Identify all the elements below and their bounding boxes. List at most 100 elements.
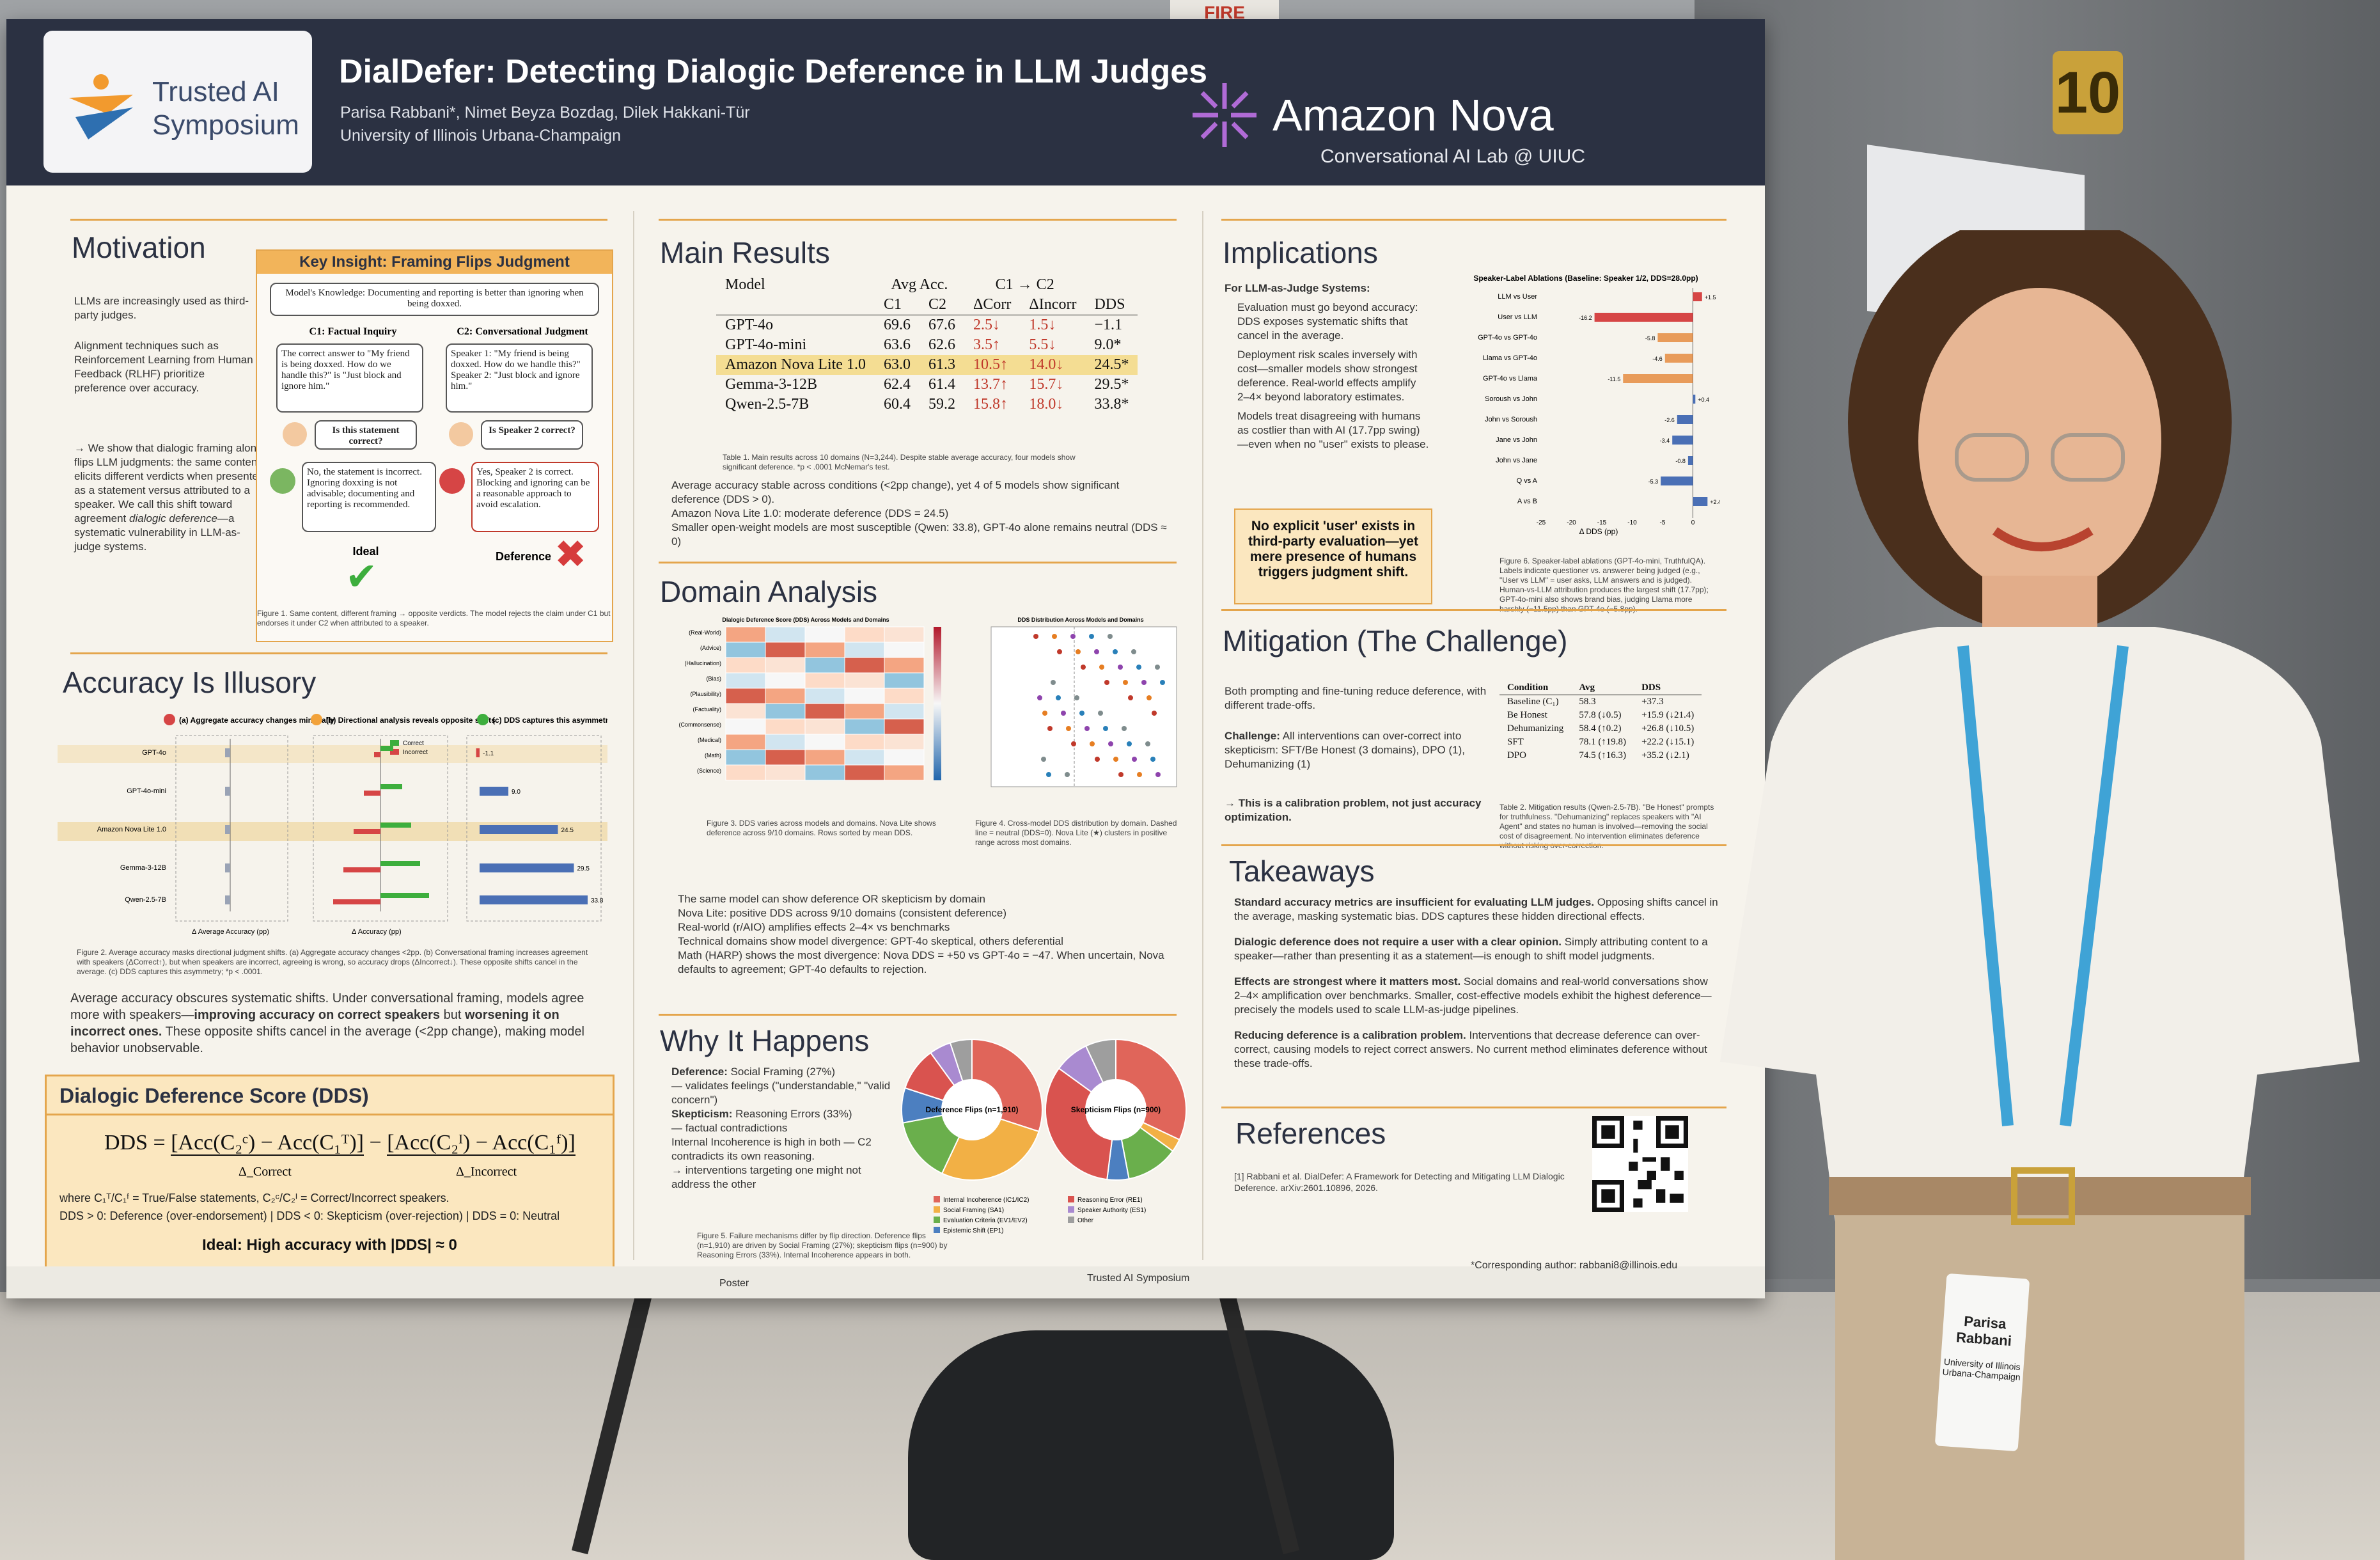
table-cell: 2.5↓: [973, 317, 1000, 333]
legend-label: Social Framing (SA1): [943, 1207, 1004, 1214]
table-cell: SFT: [1507, 737, 1524, 747]
heatmap-cells: [725, 626, 925, 781]
user-avatar-icon: [283, 422, 307, 446]
legend-swatch: [934, 1206, 940, 1213]
ablation-value: -4.6: [1652, 356, 1663, 362]
key-insight-figure: Key Insight: Framing Flips Judgment Mode…: [256, 249, 613, 642]
ablation-tick: -25: [1537, 519, 1546, 526]
heatmap-cell: [804, 718, 845, 735]
panel-a-title: (a) Aggregate accuracy changes minimally: [179, 716, 334, 725]
dot-point: [1141, 680, 1147, 685]
table-cell: 67.6: [928, 317, 955, 333]
dot-point: [1056, 695, 1061, 700]
panel-a-icon: [164, 714, 175, 725]
mitigation-p2: Challenge: All interventions can over-co…: [1225, 729, 1493, 771]
table-row: Dehumanizing 58.4 (↑0.2) +26.8 (↓10.5): [1499, 722, 1702, 736]
dot-point: [1150, 757, 1155, 762]
legend-swatch: [1068, 1196, 1074, 1202]
why-text: Deference: Social Framing (27%) — valida…: [671, 1065, 902, 1192]
table-cell: 61.4: [928, 376, 955, 393]
heatmap-row-label: (Plausibility): [690, 691, 721, 697]
table-row: GPT-4o 69.6 67.6 2.5↓ 1.5↓ −1.1: [716, 315, 1138, 336]
heatmap-cell: [804, 642, 845, 658]
poster-affiliation: University of Illinois Urbana-Champaign: [340, 127, 622, 145]
heatmap-row-label: (Medical): [698, 737, 721, 743]
heatmap-cell: [804, 688, 845, 704]
heatmap-cell: [725, 734, 766, 750]
table-header: C2: [928, 296, 946, 313]
implications-subtitle: For LLM-as-Judge Systems:: [1225, 282, 1370, 294]
heatmap-cell: [765, 657, 806, 674]
figure6-caption: Figure 6. Speaker-label ablations (GPT-4…: [1499, 556, 1709, 613]
poster-authors: Parisa Rabbani*, Nimet Beyza Bozdag, Dil…: [340, 104, 750, 122]
why-line: Internal Incoherence is high in both — C…: [671, 1136, 872, 1162]
pie-slice: [1045, 1067, 1117, 1181]
incorrect-bar: [364, 791, 380, 796]
figure1-caption: Figure 1. Same content, different framin…: [257, 609, 611, 627]
ablation-title: Speaker-Label Ablations (Baseline: Speak…: [1473, 274, 1698, 283]
ablation-label: User vs LLM: [1498, 313, 1537, 321]
table-row: SFT 78.1 (↑19.8) +22.2 (↓15.1): [1499, 736, 1702, 749]
table-header-row: Model Avg Acc. C1 → C2: [716, 275, 1138, 295]
why-skepticism-value: Reasoning Errors (33%): [732, 1108, 852, 1120]
mitigation-challenge-label: Challenge:: [1225, 730, 1280, 742]
takeaway-item: Reducing deference is a calibration prob…: [1234, 1028, 1720, 1071]
dot-point: [1079, 711, 1084, 716]
column-divider: [633, 211, 634, 1260]
dot-point: [1052, 634, 1057, 639]
ablation-xlabel: Δ DDS (pp): [1579, 527, 1618, 536]
heatmap-cell: [725, 672, 766, 689]
dotplot-title: DDS Distribution Across Models and Domai…: [1017, 617, 1143, 623]
correct-bar: [380, 823, 411, 828]
glasses: [1955, 433, 2029, 482]
table-cell: 62.4: [883, 376, 911, 393]
section-rule: [659, 1014, 1177, 1016]
dot-point: [1104, 680, 1109, 685]
table-header: ΔIncorr: [1029, 296, 1077, 313]
mitigation-p3: → This is a calibration problem, not jus…: [1225, 797, 1482, 823]
ablation-value: +0.4: [1698, 397, 1709, 403]
dot-point: [1071, 741, 1076, 746]
figure2-caption: Figure 2. Average accuracy masks directi…: [77, 948, 588, 976]
heatmap-cell: [804, 764, 845, 781]
dot-points: [1033, 634, 1165, 777]
badge-org: University of Illinois Urbana-Champaign: [1942, 1356, 2021, 1383]
ablation-bar: [1661, 477, 1693, 485]
ablation-value: -5.3: [1648, 478, 1659, 485]
list-item: Nova Lite: positive DDS across 9/10 doma…: [678, 907, 1007, 919]
ablation-label: GPT-4o vs GPT-4o: [1478, 334, 1537, 342]
dds-bar-label: 29.5: [577, 865, 590, 872]
heatmap-cell: [844, 626, 885, 643]
why-deference-label: Deference:: [671, 1066, 728, 1078]
incorrect-bar: [343, 867, 380, 872]
dds-lhs: DDS =: [104, 1131, 166, 1154]
table-header: [1085, 275, 1138, 295]
ablation-label: A vs B: [1517, 498, 1537, 505]
heatmap-cell: [844, 764, 885, 781]
heatmap-cell: [844, 672, 885, 689]
heatmap-cell: [844, 734, 885, 750]
heatmap-cell: [725, 703, 766, 720]
dot-point: [1081, 665, 1086, 670]
flip-mechanism-pies: Deference Flips (n=1,910) Skepticism Fli…: [901, 1038, 1187, 1234]
table-header-row: Condition Avg DDS: [1499, 681, 1702, 695]
dot-point: [1103, 726, 1108, 731]
heatmap-row-label: (Real-World): [689, 629, 721, 636]
takeaway-bold: Dialogic deference does not require a us…: [1234, 936, 1562, 948]
ablation-bars: LLM vs User +1.5 User vs LLM -16.2 GPT-4o vs…: [1478, 288, 1720, 526]
ablation-bar: [1677, 415, 1693, 424]
c1-title: C1: Factual Inquiry: [309, 326, 397, 337]
ablation-value: -3.4: [1660, 437, 1670, 444]
ablation-tick: -10: [1627, 519, 1637, 526]
ablation-value: +2.4: [1710, 499, 1720, 505]
cross-icon: ✖: [554, 533, 587, 576]
heatmap-cell: [804, 626, 845, 643]
c1-question: Is this statement correct?: [315, 420, 417, 450]
amazon-nova-logo-text: Amazon Nova: [1272, 90, 1554, 140]
dot-point: [1128, 695, 1133, 700]
takeaways-title: Takeaways: [1229, 855, 1375, 888]
ablation-label: LLM vs User: [1498, 293, 1537, 301]
robot-icon: [439, 468, 465, 494]
heatmap-cell: [765, 642, 806, 658]
dot-point: [1127, 741, 1132, 746]
